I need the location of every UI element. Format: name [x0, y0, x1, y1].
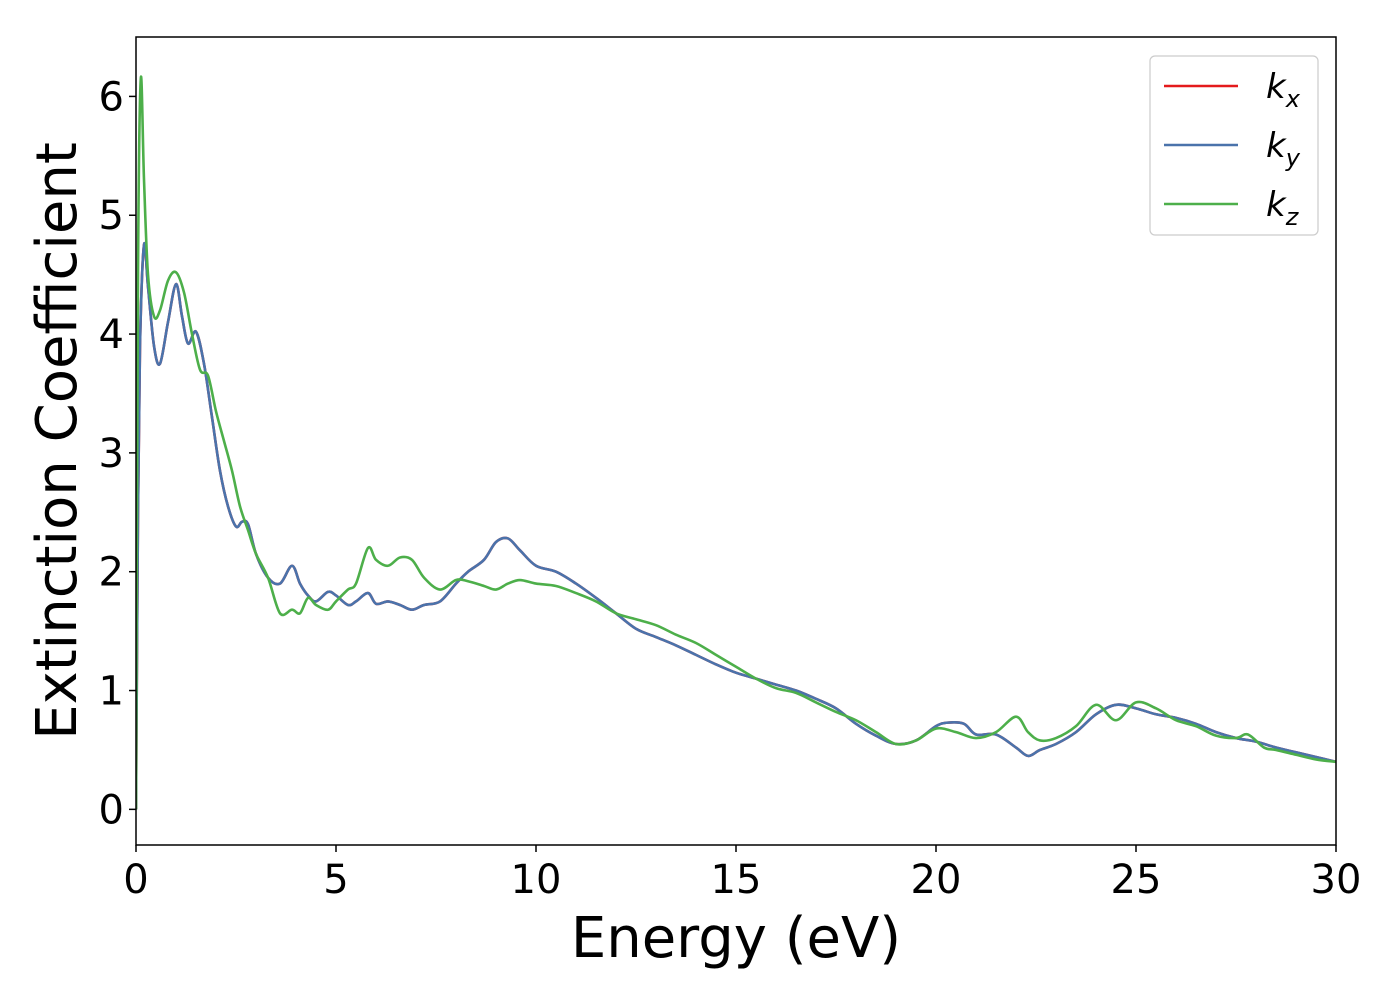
y-tick-label: 4: [99, 312, 124, 358]
legend-label-subscript: x: [1285, 85, 1301, 113]
plot-frame: [135, 36, 1337, 846]
legend-label-base: k: [1266, 185, 1287, 225]
x-tick-label: 10: [511, 857, 562, 903]
y-tick-label: 6: [99, 74, 124, 120]
y-tick-label: 5: [99, 193, 124, 239]
x-axis-title: Energy (eV): [571, 906, 901, 971]
tick-labels: 0 5 10 15 20 25 30 0 1 2 3 4 5 6: [99, 74, 1362, 903]
y-tick-label: 3: [99, 431, 124, 477]
series-line-z: [136, 75, 1336, 810]
legend-label-base: k: [1266, 67, 1287, 107]
legend-label-subscript: y: [1285, 144, 1301, 172]
tick-marks: [129, 95, 1337, 852]
legend-label-z: kz: [1266, 185, 1300, 231]
legend-label-subscript: z: [1285, 203, 1300, 231]
y-tick-label: 0: [99, 787, 124, 833]
legend-label-y: ky: [1266, 126, 1301, 172]
y-axis-title: Extinction Coefficient: [25, 142, 90, 740]
series-lines: [136, 75, 1336, 810]
y-tick-label: 1: [99, 669, 124, 715]
x-tick-label: 25: [1111, 857, 1162, 903]
x-tick-label: 30: [1311, 857, 1362, 903]
x-tick-label: 5: [323, 857, 348, 903]
x-tick-label: 0: [123, 857, 148, 903]
series-line-y: [136, 241, 1336, 810]
x-tick-label: 15: [711, 857, 762, 903]
legend-label-x: kx: [1266, 67, 1301, 113]
x-tick-label: 20: [911, 857, 962, 903]
series-line-x: [136, 241, 1336, 810]
legend-label-base: k: [1266, 126, 1287, 166]
y-tick-label: 2: [99, 550, 124, 596]
